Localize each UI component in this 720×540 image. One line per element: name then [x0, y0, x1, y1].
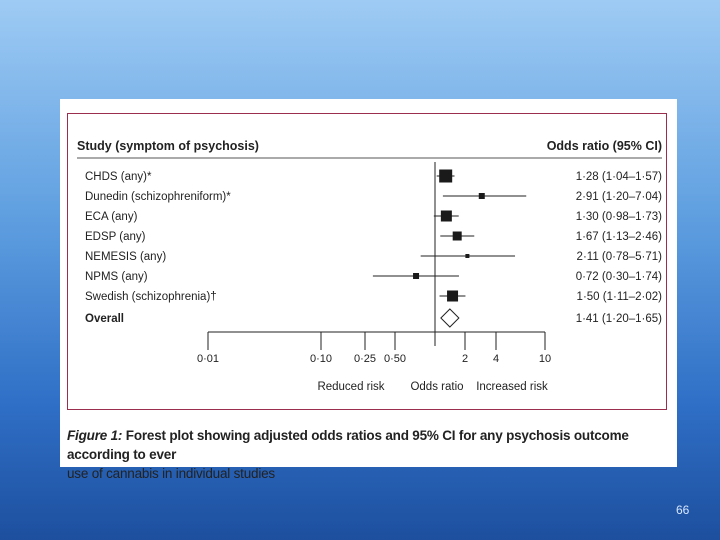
x-axis-tick-label: 4 [493, 353, 499, 365]
x-label-left: Reduced risk [317, 381, 384, 393]
x-axis-tick-label: 10 [539, 353, 551, 365]
study-label: NEMESIS (any) [85, 251, 166, 263]
x-axis-tick-label: 0·50 [384, 353, 406, 365]
study-label: EDSP (any) [85, 231, 146, 243]
study-marker [447, 290, 459, 302]
study-marker [413, 273, 420, 279]
x-axis-tick-label: 0·25 [354, 353, 376, 365]
study-ci-text: 1·28 (1·04–1·57) [576, 171, 662, 183]
study-marker [452, 231, 462, 241]
x-label-center: Odds ratio [410, 381, 463, 393]
study-marker [478, 193, 485, 199]
overall-ci-text: 1·41 (1·20–1·65) [576, 313, 662, 325]
overall-label: Overall [85, 313, 124, 325]
plot-body: CHDS (any)* 1·28 (1·04–1·57) Dunedin (schi… [85, 162, 662, 393]
x-axis-tick-label: 0·01 [197, 353, 219, 365]
header-right: Odds ratio (95% CI) [547, 139, 662, 153]
study-marker [439, 169, 453, 183]
study-marker [440, 210, 452, 222]
study-label: Dunedin (schizophreniform)* [85, 191, 231, 203]
figure-frame: Study (symptom of psychosis) Odds ratio … [67, 113, 667, 410]
study-label: ECA (any) [85, 211, 138, 223]
x-axis-tick-label: 2 [462, 353, 468, 365]
study-label: CHDS (any)* [85, 171, 152, 183]
caption-text: use of cannabis in individual studies [67, 466, 275, 481]
study-ci-text: 2·91 (1·20–7·04) [576, 191, 662, 203]
study-label: NPMS (any) [85, 271, 148, 283]
study-label: Swedish (schizophrenia)† [85, 291, 217, 303]
figure-card: Study (symptom of psychosis) Odds ratio … [60, 99, 677, 481]
forest-plot: Study (symptom of psychosis) Odds ratio … [77, 139, 662, 393]
study-marker [465, 254, 470, 258]
x-axis-tick-label: 0·10 [310, 353, 332, 365]
caption-title: Forest plot showing adjusted odds ratios… [67, 428, 629, 462]
study-ci-text: 2·11 (0·78–5·71) [577, 251, 663, 263]
study-ci-text: 1·50 (1·11–2·02) [577, 291, 663, 303]
caption-label: Figure 1: [67, 428, 123, 443]
header-left: Study (symptom of psychosis) [77, 139, 259, 153]
x-label-right: Increased risk [476, 381, 548, 393]
overall-diamond [440, 308, 460, 328]
slide-number: 66 [676, 503, 690, 517]
study-ci-text: 0·72 (0·30–1·74) [576, 271, 662, 283]
study-ci-text: 1·30 (0·98–1·73) [576, 211, 662, 223]
figure-caption: Figure 1: Forest plot showing adjusted o… [67, 426, 667, 483]
study-ci-text: 1·67 (1·13–2·46) [576, 231, 662, 243]
